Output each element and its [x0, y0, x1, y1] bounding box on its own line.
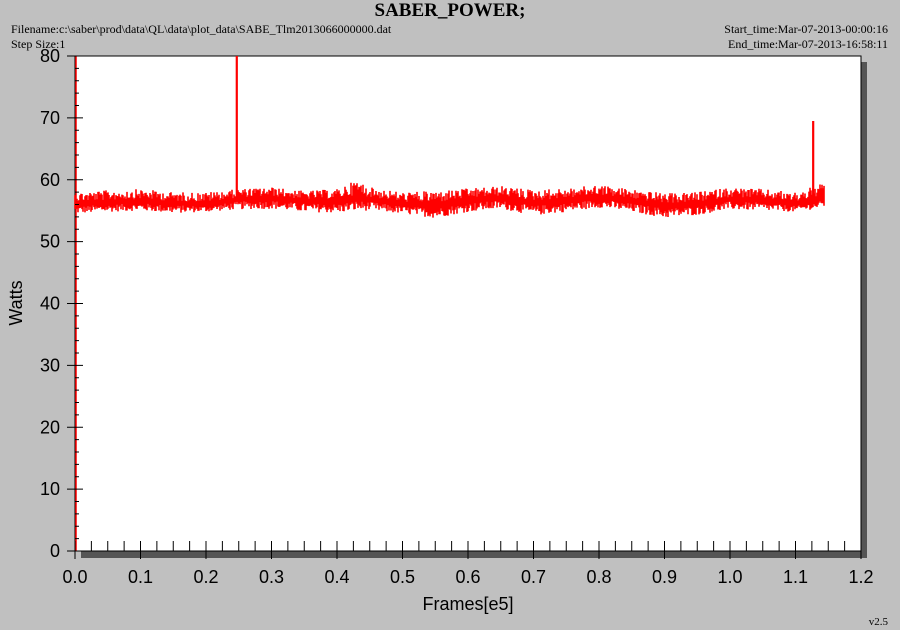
- plot-area: [74, 55, 862, 552]
- y-tick-label: 40: [40, 294, 60, 314]
- series-layer: [74, 56, 825, 551]
- y-tick-label: 80: [40, 46, 60, 66]
- x-tick-label: 0.1: [128, 567, 153, 587]
- y-tick-label: 50: [40, 232, 60, 252]
- x-tick-label: 0.9: [652, 567, 677, 587]
- axes: 0.0 0.1 0.2 0.3 0.4 0.5 0.6 0.7 0.8 0.9 1.0 1.1 1.2 0…: [40, 46, 874, 587]
- end-time-label: End_time:Mar-07-2013-16:58:11: [728, 37, 888, 51]
- x-tick-label: 0.2: [193, 567, 218, 587]
- y-tick-label: 0: [50, 541, 60, 561]
- chart-title: SABER_POWER;: [374, 0, 526, 21]
- step-size-label: Step Size:1: [11, 37, 66, 51]
- x-tick-label: 0.8: [586, 567, 611, 587]
- power-series-band: [74, 182, 825, 218]
- x-tick-label: 0.0: [62, 567, 87, 587]
- x-tick-label: 0.6: [455, 567, 480, 587]
- y-tick-label: 70: [40, 108, 60, 128]
- y-tick-label: 30: [40, 355, 60, 375]
- y-tick-label: 10: [40, 479, 60, 499]
- x-tick-label: 0.3: [259, 567, 284, 587]
- version-label: v2.5: [868, 616, 888, 628]
- start-time-label: Start_time:Mar-07-2013-00:00:16: [724, 22, 888, 36]
- filename-label: Filename:c:\saber\prod\data\QL\data\plot…: [11, 22, 392, 36]
- x-tick-label: 1.0: [717, 567, 742, 587]
- x-axis-label: Frames[e5]: [422, 594, 513, 614]
- x-tick-label: 0.5: [390, 567, 415, 587]
- x-tick-label: 1.2: [848, 567, 873, 587]
- x-tick-label: 0.4: [324, 567, 349, 587]
- y-axis-label: Watts: [6, 280, 26, 325]
- time-info: Start_time:Mar-07-2013-00:00:16 End_time…: [724, 22, 888, 52]
- y-tick-label: 60: [40, 170, 60, 190]
- y-tick-label: 20: [40, 417, 60, 437]
- file-info: Filename:c:\saber\prod\data\QL\data\plot…: [11, 22, 391, 52]
- x-tick-label: 0.7: [521, 567, 546, 587]
- x-tick-label: 1.1: [783, 567, 808, 587]
